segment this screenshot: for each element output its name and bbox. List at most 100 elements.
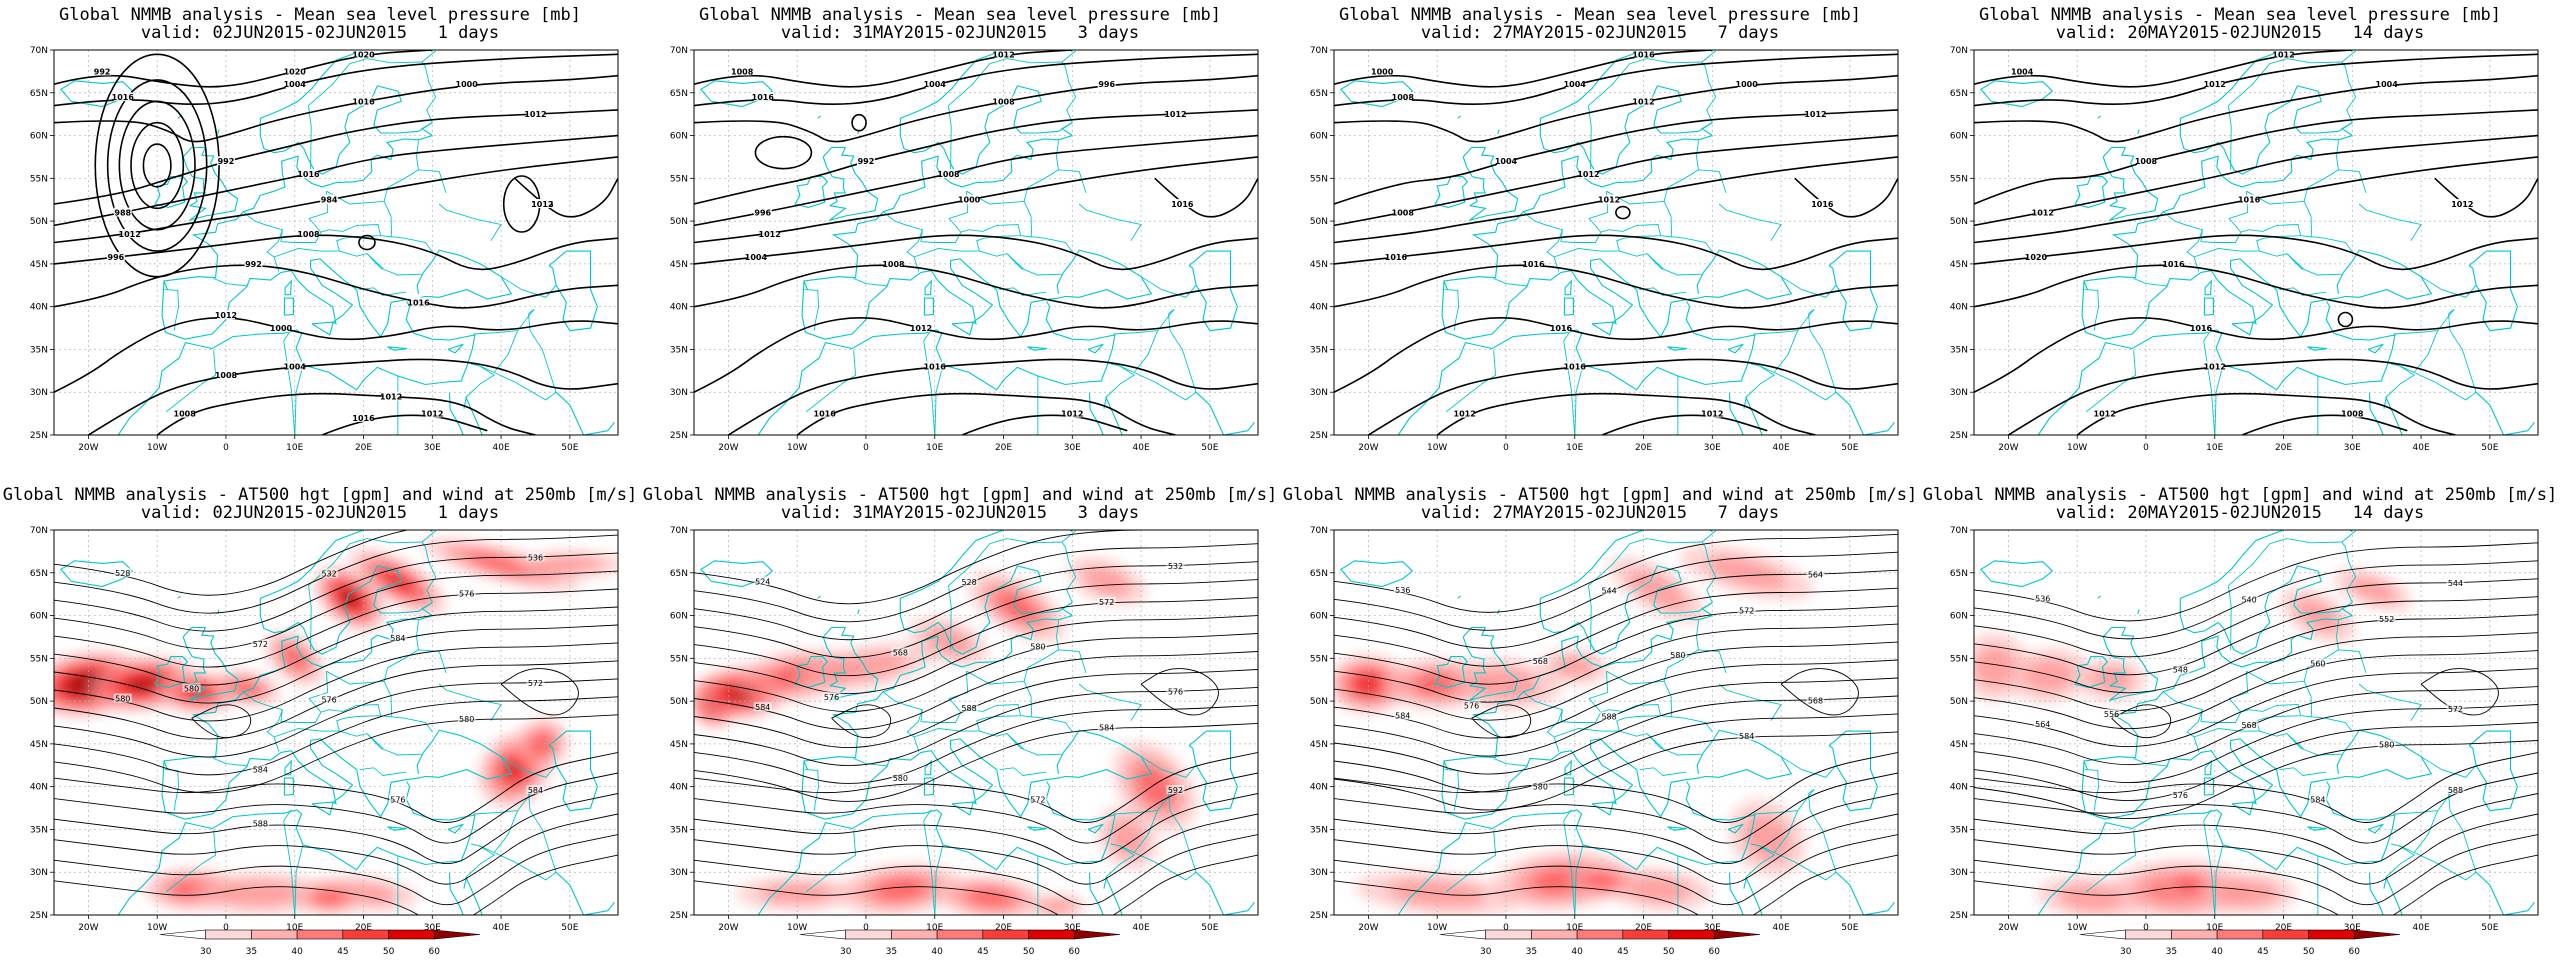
coastlines xyxy=(1340,530,1896,915)
contour-label: 1012 xyxy=(421,410,443,419)
lat-tick-label: 30N xyxy=(1950,388,1968,398)
colorbar-swatch xyxy=(2171,929,2218,940)
contour-labels: 1004 1012 1004 1008 1012 1016 1020 1016 1016 1012… xyxy=(2011,50,2473,419)
contour-label: 1012 xyxy=(1454,410,1476,419)
coastlines xyxy=(1980,530,2536,915)
contour-label: 576 xyxy=(1464,701,1479,710)
contour-label: 528 xyxy=(115,569,130,578)
contour-label: 1004 xyxy=(2376,80,2399,89)
lat-tick-label: 70N xyxy=(1950,526,1968,536)
contour-label: 568 xyxy=(1533,657,1548,666)
lon-tick-label: 10E xyxy=(1566,443,1583,453)
contour-label: 996 xyxy=(1098,80,1115,89)
lon-tick-label: 50E xyxy=(561,923,578,933)
lat-tick-label: 50N xyxy=(670,217,688,227)
lon-tick-label: 0 xyxy=(223,443,229,453)
map-panel-mslp-7d: 1000 1004 1000 1004 1008 1012 1016 1016 1016 1016… xyxy=(1280,0,1920,480)
contour-label: 1012 xyxy=(524,110,546,119)
contour-label: 576 xyxy=(2173,791,2188,800)
lat-tick-label: 45N xyxy=(30,260,48,270)
lon-tick-label: 50E xyxy=(1841,923,1858,933)
contour-label: 1008 xyxy=(882,260,905,269)
lat-tick-label: 60N xyxy=(1950,132,1968,142)
lat-tick-label: 50N xyxy=(30,217,48,227)
colorbar-swatch xyxy=(1028,929,1075,940)
lat-tick-label: 55N xyxy=(30,174,48,184)
lat-tick-label: 25N xyxy=(30,911,48,921)
lon-tick-label: 40E xyxy=(2413,923,2430,933)
lat-tick-label: 45N xyxy=(1310,260,1328,270)
contour-label: 1016 xyxy=(352,414,375,423)
contour-label: 992 xyxy=(94,67,111,76)
lon-tick-label: 30E xyxy=(1064,443,1081,453)
lon-tick-label: 50E xyxy=(561,443,578,453)
lat-tick-label: 35N xyxy=(670,345,688,355)
wind-colorbar: 30 35 40 45 50 60 xyxy=(799,929,1121,957)
contour-label: 580 xyxy=(1533,783,1548,792)
contour-label: 588 xyxy=(1601,713,1616,722)
coastlines xyxy=(1340,50,1896,435)
colorbar-swatch xyxy=(296,929,344,940)
lon-tick-label: 10W xyxy=(1427,923,1447,933)
graticule xyxy=(694,530,1258,915)
lon-tick-label: 20E xyxy=(1635,923,1652,933)
contour-label: 992 xyxy=(858,157,875,166)
panel-title: Global NMMB analysis - AT500 hgt [gpm] a… xyxy=(2,485,638,505)
graticule xyxy=(1974,50,2538,435)
contour-label: 1016 xyxy=(407,298,430,307)
lat-tick-label: 40N xyxy=(1310,783,1328,793)
colorbar-swatch xyxy=(2262,929,2309,940)
contour-label: 576 xyxy=(321,695,336,704)
lat-tick-label: 25N xyxy=(1950,911,1968,921)
lon-tick-label: 30E xyxy=(1064,923,1081,933)
contour-label: 1008 xyxy=(297,230,320,239)
contour-label: 564 xyxy=(2035,720,2050,729)
colorbar-swatch xyxy=(2308,929,2355,940)
isolines xyxy=(54,50,618,435)
map-canvas: 524 528 532 568 572 576 580 584 588 576 580 584 572 5… xyxy=(670,526,1259,933)
lat-tick-label: 55N xyxy=(30,654,48,664)
contour-label: 580 xyxy=(184,684,199,693)
lat-tick-label: 45N xyxy=(670,740,688,750)
lat-tick-label: 70N xyxy=(670,526,688,536)
contour-label: 1016 xyxy=(1550,324,1573,333)
contour-label: 1012 xyxy=(2451,200,2473,209)
lon-tick-label: 10W xyxy=(2067,443,2087,453)
panel-valid-range: valid: 02JUN2015-02JUN2015 1 days xyxy=(140,23,500,43)
coastlines xyxy=(60,50,616,435)
lat-tick-label: 65N xyxy=(670,89,688,99)
contour-label: 1000 xyxy=(456,80,479,89)
contour-label: 1012 xyxy=(380,393,402,402)
lon-tick-label: 0 xyxy=(2143,923,2149,933)
isolines xyxy=(694,530,1258,915)
contour-label: 544 xyxy=(2448,579,2463,588)
colorbar-tick-label: 35 xyxy=(886,947,897,957)
map-panel-mslp-1d: 992 1004 1000 992 988 984 996 992 1000 1004 1008 10… xyxy=(0,0,640,480)
contour-label: 1004 xyxy=(1495,157,1518,166)
colorbar-tick-label: 30 xyxy=(2120,947,2132,957)
contour-label: 580 xyxy=(2379,741,2394,750)
lat-tick-label: 45N xyxy=(670,260,688,270)
lat-tick-label: 50N xyxy=(1310,697,1328,707)
lat-tick-label: 70N xyxy=(1310,526,1328,536)
contour-label: 1012 xyxy=(2094,410,2116,419)
contour-label: 1000 xyxy=(270,324,293,333)
contour-label: 524 xyxy=(755,577,770,586)
lon-tick-label: 0 xyxy=(863,923,869,933)
contour-label: 1012 xyxy=(1577,170,1599,179)
contour-label: 1012 xyxy=(2272,50,2294,59)
map-panel-z500-1d: 528 532 536 572 576 580 584 580 576 572 584 580 576 5… xyxy=(0,480,640,960)
contour-label: 1008 xyxy=(1392,93,1415,102)
colorbar-swatch xyxy=(1485,929,1532,940)
contour-label: 1012 xyxy=(119,230,141,239)
lat-tick-label: 65N xyxy=(30,569,48,579)
colorbar-swatch xyxy=(342,929,389,940)
lon-tick-label: 30E xyxy=(1704,923,1721,933)
contour-label: 1004 xyxy=(2011,67,2034,76)
graticule xyxy=(1974,530,2538,915)
contour-label: 544 xyxy=(1601,587,1616,596)
lon-tick-label: 10E xyxy=(2206,443,2223,453)
lon-tick-label: 0 xyxy=(863,443,869,453)
lon-tick-label: 20E xyxy=(2275,923,2292,933)
wind-colorbar: 30 35 40 45 50 60 xyxy=(2079,929,2401,957)
